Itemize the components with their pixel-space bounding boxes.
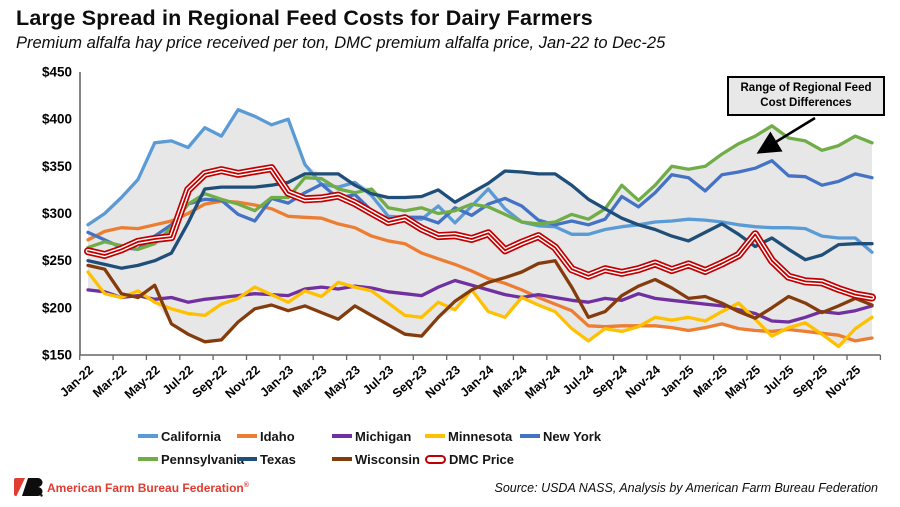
x-axis-label: May-23: [322, 363, 363, 402]
legend-swatch-idaho: [237, 434, 257, 438]
legend-item-dmc-price: DMC Price: [425, 451, 514, 467]
legend-label: Michigan: [355, 428, 412, 444]
legend-swatch-wisconsin: [332, 457, 352, 461]
y-axis-label: $250: [42, 253, 72, 268]
series-line-dmc-price-center: [87, 167, 873, 299]
series-line-wisconsin: [86, 259, 874, 344]
annotation-arrow: [756, 116, 816, 154]
series-line-pennsylvania: [86, 124, 874, 251]
x-axis-label: Mar-23: [290, 363, 329, 400]
legend-item-texas: Texas: [237, 451, 296, 467]
legend-item-wisconsin: Wisconsin: [332, 451, 420, 467]
x-axis-label: Sep-23: [390, 363, 430, 401]
y-axis-label: $450: [42, 65, 72, 80]
x-axis-label: Nov-23: [423, 363, 463, 401]
legend-label: California: [161, 428, 221, 444]
registered-mark: ®: [243, 482, 249, 489]
legend-swatch-new-york: [520, 434, 540, 438]
legend-label: New York: [543, 428, 602, 444]
legend-swatch-california: [138, 434, 158, 438]
annotation-text: Range of Regional Feed Cost Differences: [740, 82, 872, 109]
legend-swatch-dmc-price: [425, 454, 446, 464]
annotation-box: Range of Regional Feed Cost Differences: [727, 76, 885, 116]
legend-swatch-minnesota: [425, 434, 445, 438]
x-axis-label: Sep-22: [190, 363, 230, 401]
x-axis-label: May-24: [522, 363, 563, 402]
series-line-california: [86, 108, 874, 254]
y-axis-label: $350: [42, 159, 72, 174]
series-line-new-york: [86, 159, 874, 251]
legend-swatch-michigan: [332, 434, 352, 438]
page-title: Large Spread in Regional Feed Costs for …: [16, 6, 593, 30]
y-axis-label: $200: [42, 300, 72, 315]
legend-item-new-york: New York: [520, 428, 601, 444]
x-axis-label: Nov-24: [623, 363, 663, 401]
y-axis-label: $150: [42, 348, 72, 363]
x-axis-label: Mar-22: [90, 363, 129, 400]
legend-label: DMC Price: [449, 451, 515, 467]
series-line-minnesota: [86, 270, 874, 349]
x-axis-label: Sep-24: [590, 363, 630, 401]
x-axis-label: May-25: [722, 363, 763, 402]
series-line-texas: [86, 169, 874, 270]
x-axis-label: Mar-24: [490, 363, 529, 400]
legend-item-idaho: Idaho: [237, 428, 295, 444]
y-axis-label: $300: [42, 206, 72, 221]
x-axis-label: Jan-22: [57, 363, 96, 400]
page-subtitle: Premium alfalfa hay price received per t…: [16, 34, 666, 52]
range-band: [88, 109, 872, 347]
legend-swatch-pennsylvania: [138, 457, 158, 461]
x-axis-label: Mar-25: [691, 363, 730, 400]
x-axis-label: Sep-25: [790, 363, 830, 401]
afbf-logo: [14, 478, 43, 497]
legend-item-california: California: [138, 428, 221, 444]
legend-swatch-texas: [237, 457, 257, 461]
x-axis-label: May-22: [122, 363, 163, 402]
legend-label: Minnesota: [448, 428, 513, 444]
legend-item-michigan: Michigan: [332, 428, 411, 444]
feed-cost-chart: $150 $200 $250 $300 $350 $400 $450 Jan-22Mar-22…: [42, 65, 882, 402]
x-axis-label: Jan-23: [257, 363, 296, 400]
x-axis-label: Nov-22: [222, 363, 262, 401]
x-axis-label: Jan-24: [458, 363, 497, 400]
y-axis-label: $400: [42, 112, 72, 127]
footer-source: Source: USDA NASS, Analysis by American …: [494, 481, 878, 495]
legend-label: Wisconsin: [355, 451, 420, 467]
x-axis-label: Nov-25: [823, 363, 863, 401]
footer-org: American Farm Bureau Federation®: [47, 481, 249, 495]
legend-label: Idaho: [260, 428, 295, 444]
x-axis-label: Jan-25: [658, 363, 697, 400]
legend-item-minnesota: Minnesota: [425, 428, 512, 444]
legend-label: Texas: [260, 451, 296, 467]
legend-label: Pennsylvania: [161, 451, 245, 467]
legend-item-pennsylvania: Pennsylvania: [138, 451, 244, 467]
